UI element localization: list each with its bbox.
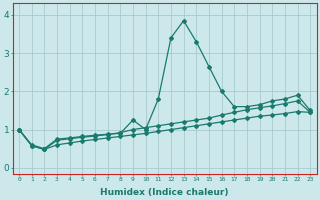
X-axis label: Humidex (Indice chaleur): Humidex (Indice chaleur) [100, 188, 229, 197]
